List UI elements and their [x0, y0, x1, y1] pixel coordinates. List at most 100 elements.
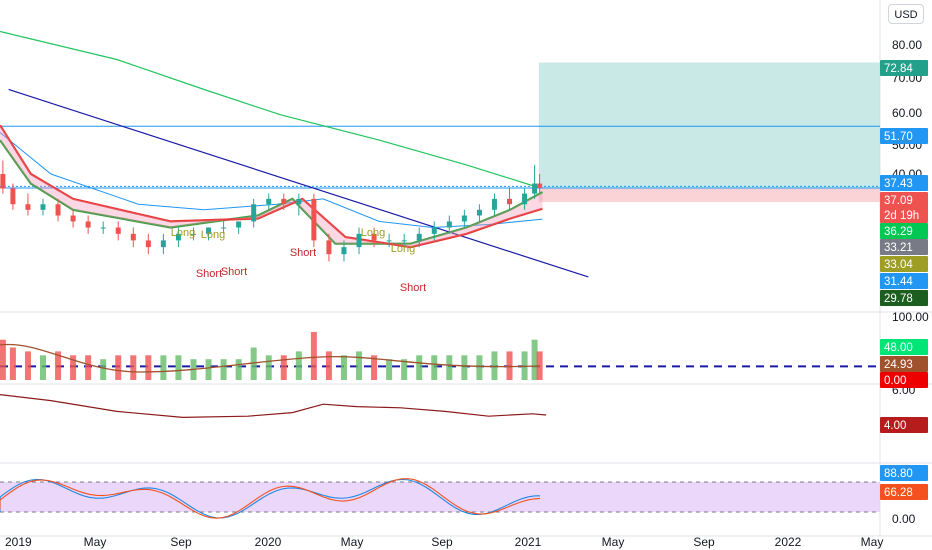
candle-body: [25, 204, 31, 210]
target-zone: [538, 62, 880, 189]
volume-ma-line: [0, 343, 541, 373]
signal-short: Short: [400, 282, 426, 294]
candle-body: [115, 227, 121, 234]
signal-long: Long: [171, 227, 195, 239]
price-badge: [880, 339, 928, 355]
volume-bar: [265, 355, 272, 380]
candle-body: [251, 204, 257, 222]
price-badge: [880, 290, 928, 306]
price-badge: [880, 484, 928, 500]
price-badge-label: 0.00: [884, 375, 906, 387]
overlay-line: [0, 124, 543, 249]
volume-bar: [130, 355, 137, 380]
price-badge-label: 37.43: [884, 178, 913, 190]
time-tick-label: May: [84, 535, 107, 549]
volume-bar: [340, 355, 347, 380]
time-tick-label: May: [341, 535, 364, 549]
time-tick-label: May: [602, 535, 625, 549]
volume-bar: [416, 355, 423, 380]
candle-body: [236, 221, 242, 228]
volume-bar: [55, 351, 62, 380]
candle-body: [431, 227, 437, 234]
volume-bar: [70, 355, 77, 380]
candle-body: [206, 227, 212, 234]
price-badge: [880, 175, 928, 191]
candle-body: [221, 227, 227, 229]
volume-bar: [9, 347, 16, 380]
signal-short: Short: [196, 268, 222, 280]
adx-line: [0, 394, 547, 419]
candle-body: [100, 227, 106, 229]
candle-body: [190, 233, 196, 235]
candle-body: [416, 233, 422, 241]
time-tick-label: Sep: [693, 535, 715, 549]
volume-bar: [356, 351, 363, 380]
volume-bar: [280, 355, 287, 380]
overlay-line: [0, 30, 536, 188]
volume-bar: [491, 351, 498, 380]
overlay-line: [0, 139, 544, 245]
price-badge-label: 88.80: [884, 468, 913, 480]
price-badge: [880, 128, 928, 144]
price-tick-label: 80.00: [892, 38, 922, 52]
trendline: [8, 88, 589, 278]
candle-body: [446, 221, 452, 228]
price-badge: [880, 372, 928, 388]
candle-body: [70, 215, 76, 222]
volume-bar: [220, 359, 227, 380]
time-tick-label: Sep: [170, 535, 192, 549]
volume-bar: [175, 355, 182, 380]
candle-body: [281, 198, 287, 205]
candle-body: [311, 198, 317, 241]
volume-bar: [160, 355, 167, 380]
time-tick-label: 2021: [515, 535, 542, 549]
candle-body: [40, 204, 46, 210]
time-tick-label: May: [861, 535, 884, 549]
candle-body: [85, 221, 91, 228]
volume-bar: [506, 351, 513, 380]
signal-long: Long: [391, 243, 415, 255]
candle-body: [0, 174, 6, 189]
signal-short: Short: [221, 266, 247, 278]
price-badge-label: 48.00: [884, 342, 913, 354]
volume-bar: [0, 339, 6, 380]
ema-ribbon: [0, 125, 543, 248]
volume-bar: [476, 355, 483, 380]
volume-bar: [401, 359, 408, 380]
volume-bar: [235, 359, 242, 380]
candle-body: [532, 183, 538, 194]
price-tick-label: 60.00: [892, 106, 922, 120]
volume-bar: [205, 359, 212, 380]
volume-bar: [446, 355, 453, 380]
volume-bar: [85, 355, 92, 380]
time-tick-label: 2020: [255, 535, 282, 549]
candle-body: [145, 240, 151, 248]
volume-bar: [115, 355, 122, 380]
candle-body: [371, 233, 377, 241]
currency-button[interactable]: USD: [888, 4, 924, 24]
stoch-k-line: [0, 478, 541, 519]
candle-body: [130, 233, 136, 241]
volume-bar: [100, 359, 107, 380]
candle-body: [522, 193, 528, 205]
time-tick-label: 2019: [5, 535, 32, 549]
candle-body: [356, 233, 362, 248]
candle-body: [326, 240, 332, 255]
price-badge: [880, 273, 928, 289]
price-badge-label: 31.44: [884, 276, 913, 288]
volume-bar: [521, 351, 528, 380]
price-badge: [880, 207, 928, 223]
price-badge: [880, 239, 928, 255]
price-badge-label: 4.00: [884, 420, 906, 432]
candle-body: [296, 198, 302, 205]
candle-body: [55, 204, 61, 216]
volume-bar: [295, 351, 302, 380]
price-badge: [880, 356, 928, 372]
price-badge-label: 33.21: [884, 242, 913, 254]
candle-body: [461, 215, 467, 222]
price-badge: [880, 223, 928, 239]
candle-body: [10, 188, 16, 205]
candle-body: [266, 198, 272, 205]
volume-bar: [325, 351, 332, 380]
